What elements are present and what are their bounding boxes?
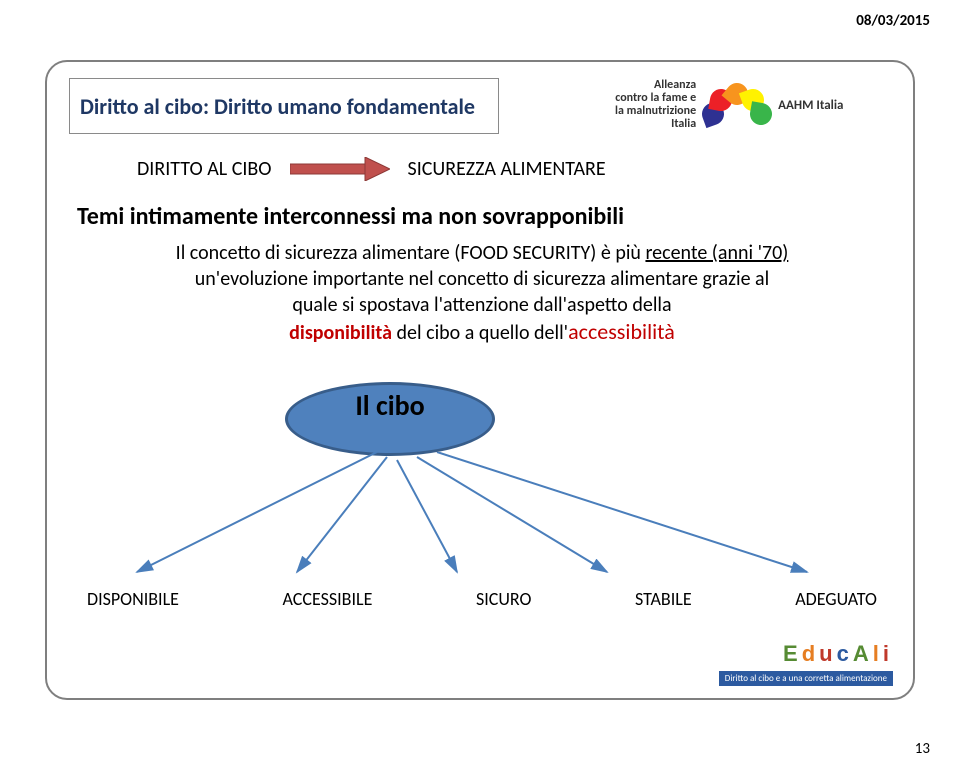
slide-title: Diritto al cibo: Diritto umano fondament…	[69, 78, 499, 134]
body-line4-mid: del cibo a quello dell'	[392, 321, 568, 345]
logo-line1: Alleanza	[654, 78, 696, 92]
logo-text: Alleanza contro la fame e la malnutrizio…	[615, 79, 696, 132]
body-line1-underline: recente (anni '70)	[645, 241, 788, 265]
logo-petals-icon	[702, 79, 772, 131]
label-sicuro: SICURO	[476, 588, 531, 610]
body-line3: quale si spostava l'attenzione dall'aspe…	[292, 293, 671, 317]
body-line2: un'evoluzione importante nel concetto di…	[195, 267, 769, 291]
logo-line2: contro la fame e	[615, 91, 696, 105]
logo-line4: Italia	[671, 117, 696, 131]
footer-logo: EducAli Diritto al cibo e a una corretta…	[703, 641, 893, 686]
spoke-arrows	[87, 452, 877, 582]
logo-line3: la malnutrizione	[615, 104, 696, 118]
slide-frame: Diritto al cibo: Diritto umano fondament…	[45, 60, 915, 700]
footer-tagline: Diritto al cibo e a una corretta aliment…	[719, 671, 893, 686]
subtitle-left: DIRITTO AL CIBO	[137, 157, 272, 181]
subtitle-right: SICUREZZA ALIMENTARE	[408, 157, 606, 181]
labels-row: DISPONIBILE ACCESSIBILE SICURO STABILE A…	[87, 588, 877, 610]
educali-brand: EducAli	[703, 641, 893, 667]
theme-heading: Temi intimamente interconnessi ma non so…	[77, 202, 887, 231]
body-accessibilita: accessibilità	[568, 318, 675, 345]
body-disponibilita: disponibilità	[289, 321, 392, 345]
logo-aahm: AAHM Italia	[778, 98, 843, 113]
body-text: Il concetto di sicurezza alimentare (FOO…	[77, 240, 887, 347]
arrow-right-icon	[290, 157, 390, 181]
label-disponibile: DISPONIBILE	[87, 588, 179, 610]
header-logo: Alleanza contro la fame e la malnutrizio…	[615, 70, 895, 140]
page-number: 13	[915, 740, 930, 758]
subtitle-row: DIRITTO AL CIBO SICUREZZA ALIMENTARE	[137, 157, 606, 181]
date-header: 08/03/2015	[856, 12, 930, 30]
label-stabile: STABILE	[635, 588, 692, 610]
label-adeguato: ADEGUATO	[795, 588, 877, 610]
center-oval-label: Il cibo	[265, 388, 515, 423]
body-line1a: Il concetto di sicurezza alimentare (FOO…	[176, 241, 646, 265]
label-accessibile: ACCESSIBILE	[283, 588, 373, 610]
